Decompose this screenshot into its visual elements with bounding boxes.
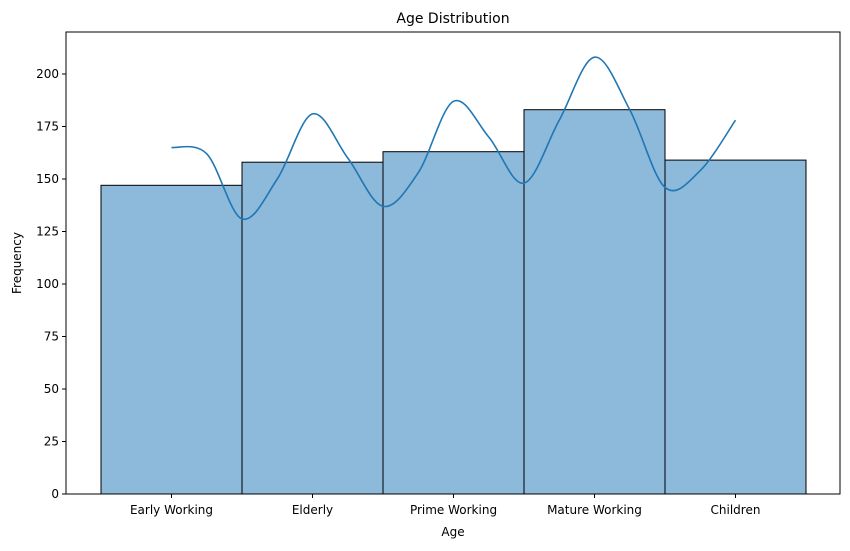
y-tick-label-125: 125 [36,225,59,239]
y-tick-label-0: 0 [51,487,59,501]
y-tick-label-200: 200 [36,67,59,81]
bar-elderly [241,161,384,495]
x-axis-title: Age [441,525,464,539]
y-axis-title: Frequency [10,232,24,294]
y-tick-label-175: 175 [36,120,59,134]
x-tick-label-children: Children [711,503,761,517]
y-tick-label-75: 75 [44,330,59,344]
y-tick-label-150: 150 [36,172,59,186]
bar-mature-working [523,109,666,495]
chart-title: Age Distribution [396,11,509,27]
y-axis: 0 25 50 75 100 125 150 175 200 [36,67,66,501]
y-tick-label-25: 25 [44,435,59,449]
bars-layer [100,109,807,495]
x-tick-label-prime-working: Prime Working [410,503,497,517]
y-tick-label-100: 100 [36,277,59,291]
x-tick-label-early-working: Early Working [130,503,213,517]
x-axis: Early Working Elderly Prime Working Mature … [130,494,761,517]
bar-early-working [100,184,243,495]
bar-children [664,159,807,495]
kde-layer [171,56,737,220]
x-tick-label-mature-working: Mature Working [547,503,642,517]
bar-prime-working [382,151,525,495]
x-tick-label-elderly: Elderly [292,503,333,517]
y-tick-label-50: 50 [44,382,59,396]
kde-line [171,56,737,220]
